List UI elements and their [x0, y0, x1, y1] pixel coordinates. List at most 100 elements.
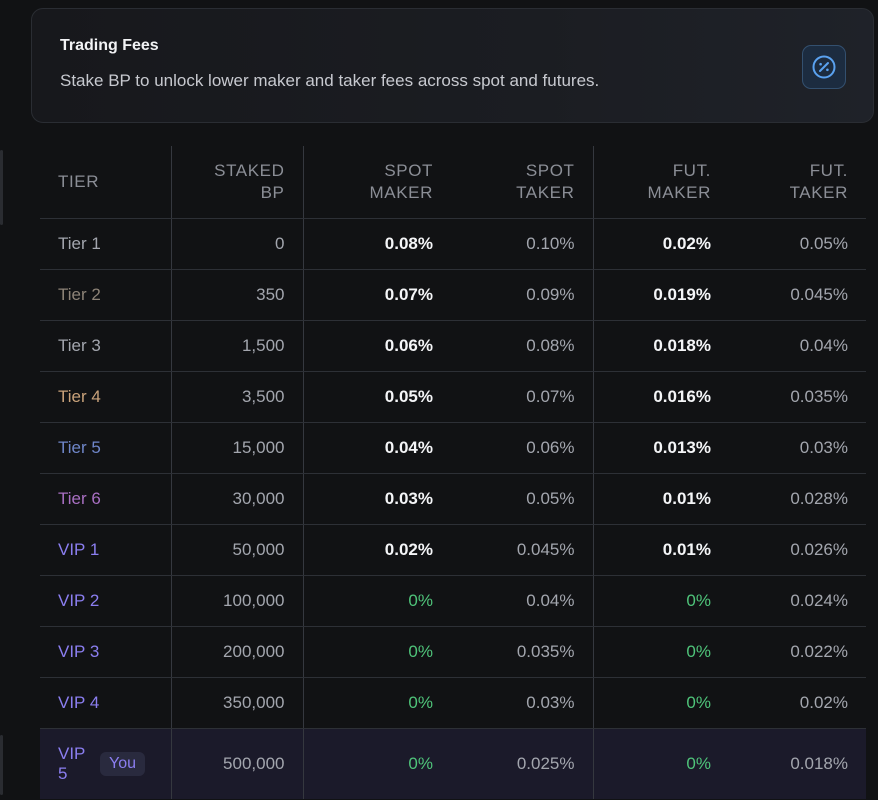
fut-taker-cell: 0.018%	[729, 728, 866, 799]
fut-maker-cell: 0.013%	[593, 422, 729, 474]
tier-label: Tier 2	[58, 285, 101, 304]
fut-maker-cell: 0%	[593, 575, 729, 627]
column-header-fut-maker: FUT. MAKER	[593, 146, 729, 219]
column-header-line: SPOT	[384, 161, 433, 180]
staked-bp-cell: 500,000	[171, 728, 304, 799]
edge-divider	[0, 735, 3, 795]
spot-maker-cell: 0.07%	[303, 269, 451, 321]
staked-bp-cell: 350,000	[171, 677, 304, 729]
tier-cell: VIP 5 You	[40, 728, 172, 799]
tier-cell: VIP 2	[40, 575, 172, 627]
tier-label: VIP 4	[58, 693, 100, 712]
table-header-row: TIER STAKED BP SPOT MAKER SPOT TAKER FUT. MAKER F…	[40, 146, 866, 219]
spot-taker-cell: 0.08%	[451, 320, 594, 372]
fut-taker-cell: 0.024%	[729, 575, 866, 627]
tier-cell: Tier 3	[40, 320, 172, 372]
spot-taker-cell: 0.035%	[451, 626, 594, 678]
spot-maker-cell: 0.06%	[303, 320, 451, 372]
column-header-line: TAKER	[789, 183, 848, 202]
spot-maker-cell: 0.08%	[303, 218, 451, 270]
fut-maker-cell: 0%	[593, 728, 729, 799]
fut-taker-cell: 0.04%	[729, 320, 866, 372]
fut-taker-cell: 0.05%	[729, 218, 866, 270]
fut-maker-cell: 0%	[593, 677, 729, 729]
tier-label: VIP 2	[58, 591, 100, 610]
fee-tier-row: Tier 4 3,500 0.05% 0.07% 0.016% 0.035%	[40, 371, 866, 423]
spot-taker-cell: 0.05%	[451, 473, 594, 525]
column-header-tier: TIER	[40, 146, 172, 219]
column-header-line: MAKER	[369, 183, 433, 202]
spot-taker-cell: 0.04%	[451, 575, 594, 627]
tier-label: VIP 5	[58, 744, 86, 783]
fut-taker-cell: 0.045%	[729, 269, 866, 321]
tier-with-badge: VIP 5 You	[58, 744, 171, 784]
percent-badge-icon	[802, 45, 846, 89]
column-header-line: FUT.	[672, 161, 711, 180]
spot-maker-cell: 0%	[303, 575, 451, 627]
fut-maker-cell: 0.02%	[593, 218, 729, 270]
spot-maker-cell: 0.04%	[303, 422, 451, 474]
column-header-line: TAKER	[516, 183, 575, 202]
tier-cell: VIP 1	[40, 524, 172, 576]
tier-label: VIP 3	[58, 642, 100, 661]
trading-fees-card: Trading Fees Stake BP to unlock lower ma…	[31, 8, 874, 123]
column-header-line: BP	[260, 183, 285, 202]
spot-taker-cell: 0.045%	[451, 524, 594, 576]
fut-maker-cell: 0%	[593, 626, 729, 678]
spot-maker-cell: 0%	[303, 626, 451, 678]
current-tier-badge: You	[100, 752, 145, 776]
fee-tier-row: Tier 6 30,000 0.03% 0.05% 0.01% 0.028%	[40, 473, 866, 525]
fut-maker-cell: 0.018%	[593, 320, 729, 372]
fee-tier-row: Tier 1 0 0.08% 0.10% 0.02% 0.05%	[40, 218, 866, 270]
fut-maker-cell: 0.01%	[593, 473, 729, 525]
column-header-line: STAKED	[214, 161, 285, 180]
tier-label: Tier 3	[58, 336, 101, 355]
fee-tier-row: VIP 5 You 500,000 0% 0.025% 0% 0.018%	[40, 728, 866, 799]
fut-maker-cell: 0.01%	[593, 524, 729, 576]
spot-taker-cell: 0.09%	[451, 269, 594, 321]
staked-bp-cell: 350	[171, 269, 304, 321]
card-title: Trading Fees	[60, 37, 159, 54]
staked-bp-cell: 3,500	[171, 371, 304, 423]
spot-taker-cell: 0.06%	[451, 422, 594, 474]
fut-taker-cell: 0.022%	[729, 626, 866, 678]
edge-divider	[0, 150, 3, 225]
spot-taker-cell: 0.025%	[451, 728, 594, 799]
spot-maker-cell: 0.02%	[303, 524, 451, 576]
fee-tier-row: Tier 3 1,500 0.06% 0.08% 0.018% 0.04%	[40, 320, 866, 372]
tier-cell: Tier 4	[40, 371, 172, 423]
column-header-spot-maker: SPOT MAKER	[303, 146, 451, 219]
tier-cell: Tier 2	[40, 269, 172, 321]
fut-taker-cell: 0.035%	[729, 371, 866, 423]
staked-bp-cell: 50,000	[171, 524, 304, 576]
fee-tier-row: VIP 3 200,000 0% 0.035% 0% 0.022%	[40, 626, 866, 678]
fut-maker-cell: 0.019%	[593, 269, 729, 321]
fee-tier-row: VIP 4 350,000 0% 0.03% 0% 0.02%	[40, 677, 866, 729]
fee-tier-row: VIP 2 100,000 0% 0.04% 0% 0.024%	[40, 575, 866, 627]
fut-maker-cell: 0.016%	[593, 371, 729, 423]
tier-label: Tier 6	[58, 489, 101, 508]
fee-tier-table: TIER STAKED BP SPOT MAKER SPOT TAKER FUT. MAKER F…	[40, 146, 866, 799]
tier-label: VIP 1	[58, 540, 100, 559]
tier-label: Tier 1	[58, 234, 101, 253]
tier-cell: Tier 1	[40, 218, 172, 270]
spot-taker-cell: 0.07%	[451, 371, 594, 423]
column-header-fut-taker: FUT. TAKER	[729, 146, 866, 219]
spot-maker-cell: 0.03%	[303, 473, 451, 525]
column-header-staked-bp: STAKED BP	[171, 146, 304, 219]
fee-tier-row: Tier 5 15,000 0.04% 0.06% 0.013% 0.03%	[40, 422, 866, 474]
column-header-spot-taker: SPOT TAKER	[451, 146, 594, 219]
card-subtitle: Stake BP to unlock lower maker and taker…	[60, 71, 600, 90]
column-header-line: SPOT	[525, 161, 575, 180]
tier-label: Tier 4	[58, 387, 101, 406]
column-header-line: TIER	[58, 172, 100, 191]
staked-bp-cell: 15,000	[171, 422, 304, 474]
staked-bp-cell: 1,500	[171, 320, 304, 372]
staked-bp-cell: 0	[171, 218, 304, 270]
tier-cell: VIP 4	[40, 677, 172, 729]
fut-taker-cell: 0.026%	[729, 524, 866, 576]
staked-bp-cell: 200,000	[171, 626, 304, 678]
spot-taker-cell: 0.10%	[451, 218, 594, 270]
spot-maker-cell: 0%	[303, 677, 451, 729]
